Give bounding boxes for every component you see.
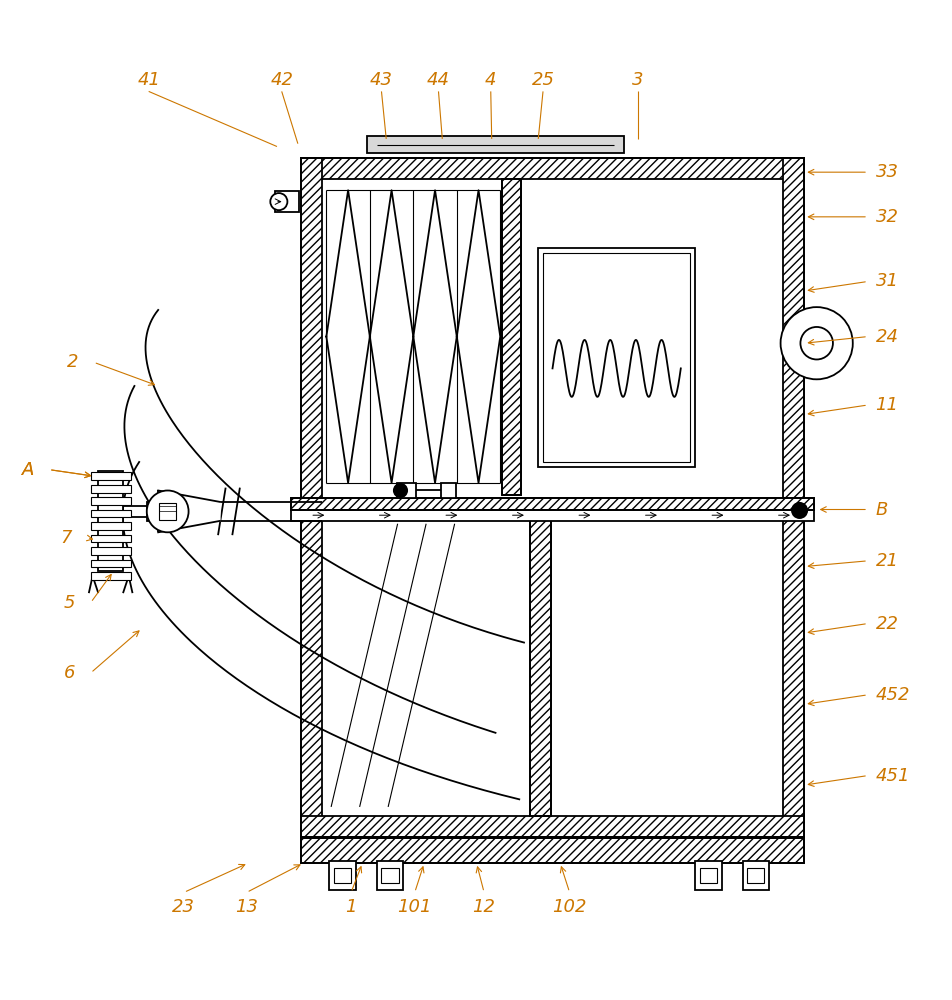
Bar [381,868,398,883]
Bar [90,472,130,480]
Bar [275,191,299,212]
Bar [783,514,803,837]
Text: 31: 31 [875,272,898,290]
Bar [502,179,521,495]
Text: 11: 11 [875,396,898,414]
Bar [538,248,694,467]
Circle shape [800,327,832,359]
Circle shape [270,193,288,210]
Polygon shape [158,490,220,532]
Text: 1: 1 [345,898,356,916]
Bar [301,158,803,500]
Text: 43: 43 [369,71,392,89]
Circle shape [780,307,852,379]
Text: 22: 22 [875,615,898,633]
Bar [90,510,130,517]
Text: 102: 102 [552,898,586,916]
Bar [321,514,783,816]
Bar [301,514,321,837]
Text: 23: 23 [172,898,195,916]
Bar [90,560,130,567]
Bar [291,498,813,510]
Bar [90,485,130,493]
Bar [367,136,624,153]
Text: 12: 12 [472,898,495,916]
Text: 24: 24 [875,328,898,346]
Text: 452: 452 [875,686,909,704]
Text: A: A [22,461,34,479]
Text: 6: 6 [64,664,75,682]
Text: 32: 32 [875,208,898,226]
Bar [742,861,768,890]
Bar [746,868,764,883]
Bar [694,861,721,890]
Bar [543,253,689,462]
Bar [529,514,550,816]
Bar [441,483,455,498]
Bar [301,838,803,863]
Text: 7: 7 [60,529,71,547]
Text: 21: 21 [875,552,898,570]
Bar [98,471,123,571]
Circle shape [393,484,407,497]
Bar [699,868,716,883]
Bar [90,497,130,505]
Bar [90,535,130,542]
Bar [301,158,803,179]
Bar [90,547,130,555]
Text: 451: 451 [875,767,909,785]
Bar [147,502,158,521]
Bar [529,514,550,816]
Text: 5: 5 [64,594,75,612]
Bar [301,158,321,500]
Circle shape [147,490,188,532]
Bar [301,514,803,837]
Bar [321,179,783,500]
Bar [328,861,355,890]
Bar [783,158,803,500]
Bar [376,861,403,890]
Text: 44: 44 [426,71,449,89]
Bar [291,510,813,521]
Text: 4: 4 [485,71,496,89]
Bar [291,498,813,510]
Bar [502,179,521,495]
Text: 13: 13 [235,898,258,916]
Bar [90,522,130,530]
Text: A: A [22,461,34,479]
Text: B: B [875,501,887,519]
Bar [90,572,130,580]
Text: 41: 41 [137,71,160,89]
Text: 42: 42 [270,71,293,89]
Text: 101: 101 [397,898,431,916]
Text: 3: 3 [631,71,644,89]
Text: 33: 33 [875,163,898,181]
Circle shape [791,503,806,518]
Bar [301,838,803,863]
Bar [333,868,350,883]
Bar [159,503,176,520]
Bar [301,816,803,837]
Text: 2: 2 [67,353,78,371]
Text: 25: 25 [531,71,554,89]
Bar [396,483,415,498]
